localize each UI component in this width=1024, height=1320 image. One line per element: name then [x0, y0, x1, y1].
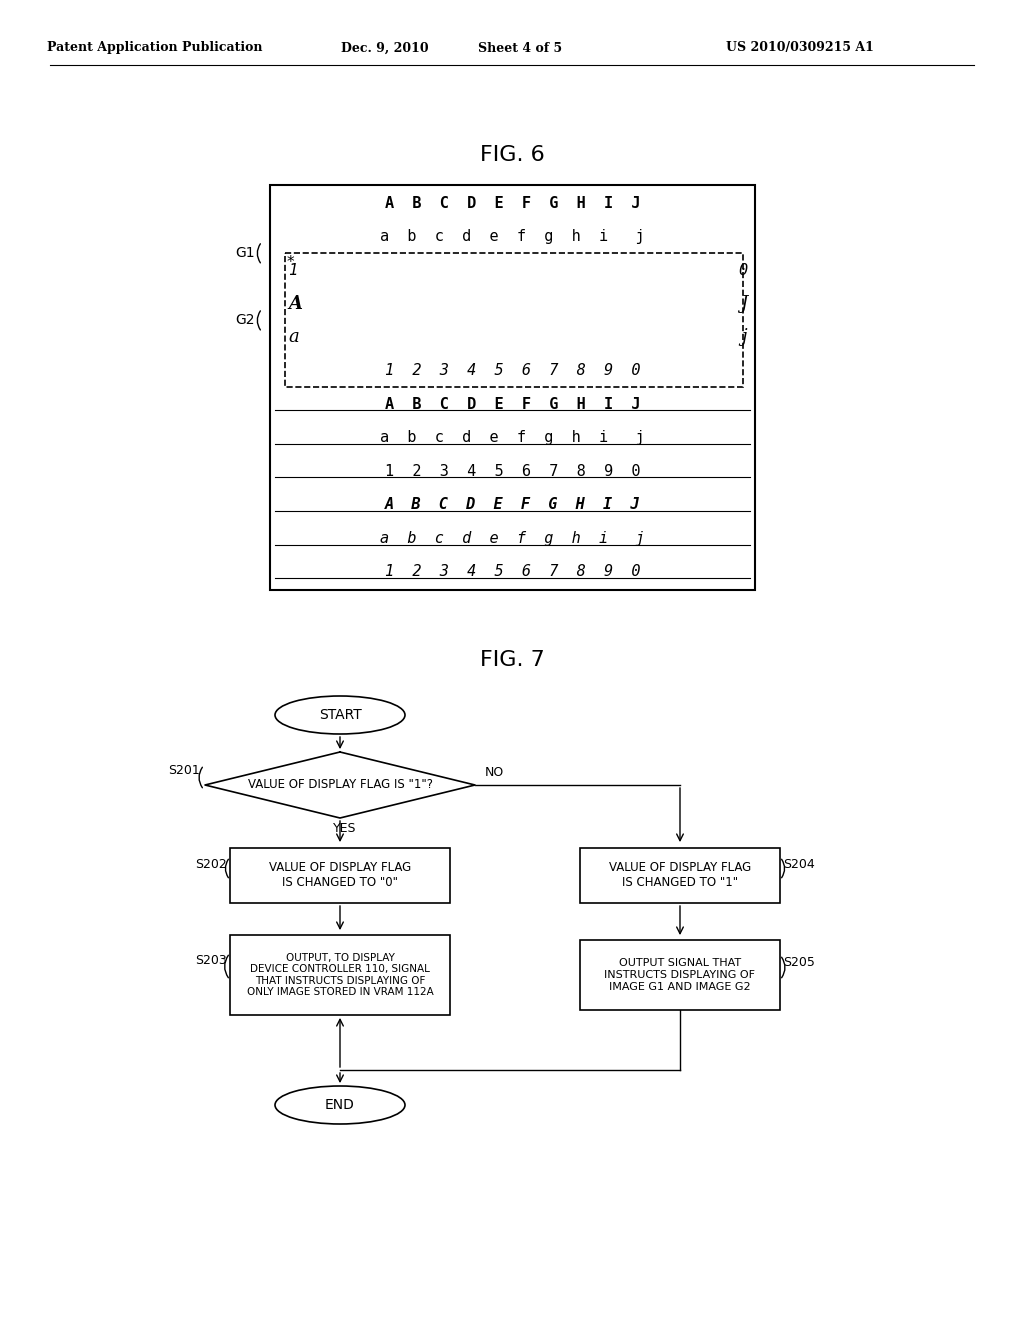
Text: 1  2  3  4  5  6  7  8  9  0: 1 2 3 4 5 6 7 8 9 0: [385, 463, 640, 479]
Text: VALUE OF DISPLAY FLAG
IS CHANGED TO "1": VALUE OF DISPLAY FLAG IS CHANGED TO "1": [609, 861, 752, 888]
Text: FIG. 7: FIG. 7: [479, 649, 545, 671]
Text: 0: 0: [738, 263, 746, 277]
Text: OUTPUT SIGNAL THAT
INSTRUCTS DISPLAYING OF
IMAGE G1 AND IMAGE G2: OUTPUT SIGNAL THAT INSTRUCTS DISPLAYING …: [604, 958, 756, 991]
Text: J: J: [739, 294, 746, 313]
Text: FIG. 6: FIG. 6: [479, 145, 545, 165]
Text: A  B  C  D  E  F  G  H  I  J: A B C D E F G H I J: [385, 397, 640, 412]
Text: A: A: [288, 294, 302, 313]
Text: S202: S202: [196, 858, 227, 871]
Bar: [230, 935, 450, 1015]
Text: Patent Application Publication: Patent Application Publication: [47, 41, 263, 54]
Text: OUTPUT, TO DISPLAY
DEVICE CONTROLLER 110, SIGNAL
THAT INSTRUCTS DISPLAYING OF
ON: OUTPUT, TO DISPLAY DEVICE CONTROLLER 110…: [247, 953, 433, 998]
Text: VALUE OF DISPLAY FLAG
IS CHANGED TO "0": VALUE OF DISPLAY FLAG IS CHANGED TO "0": [269, 861, 411, 888]
Text: Dec. 9, 2010: Dec. 9, 2010: [341, 41, 429, 54]
Text: a: a: [288, 329, 299, 346]
Bar: [270, 185, 755, 590]
Text: Sheet 4 of 5: Sheet 4 of 5: [478, 41, 562, 54]
Text: a  b  c  d  e  f  g  h  i   j: a b c d e f g h i j: [380, 430, 645, 445]
Text: START: START: [318, 708, 361, 722]
Text: G1: G1: [236, 247, 255, 260]
Text: *: *: [287, 255, 295, 271]
Polygon shape: [205, 752, 475, 818]
Text: S201: S201: [168, 763, 200, 776]
Text: YES: YES: [333, 821, 356, 834]
Text: S204: S204: [783, 858, 815, 871]
Text: a  b  c  d  e  f  g  h  i   j: a b c d e f g h i j: [380, 531, 645, 546]
Bar: [230, 847, 450, 903]
Text: a  b  c  d  e  f  g  h  i   j: a b c d e f g h i j: [380, 230, 645, 244]
Text: A  B  C  D  E  F  G  H  I  J: A B C D E F G H I J: [385, 498, 640, 512]
Text: 1: 1: [288, 263, 297, 277]
Text: A  B  C  D  E  F  G  H  I  J: A B C D E F G H I J: [385, 195, 640, 210]
Text: G2: G2: [236, 313, 255, 327]
Text: 1  2  3  4  5  6  7  8  9  0: 1 2 3 4 5 6 7 8 9 0: [385, 565, 640, 579]
Ellipse shape: [275, 1086, 406, 1125]
Text: S205: S205: [783, 957, 815, 969]
Bar: [580, 940, 780, 1010]
Text: END: END: [325, 1098, 355, 1111]
Text: NO: NO: [485, 767, 504, 780]
Bar: [285, 253, 743, 388]
Text: VALUE OF DISPLAY FLAG IS "1"?: VALUE OF DISPLAY FLAG IS "1"?: [248, 779, 432, 792]
Bar: [580, 847, 780, 903]
Ellipse shape: [275, 696, 406, 734]
Text: S203: S203: [196, 953, 227, 966]
Text: 1  2  3  4  5  6  7  8  9  0: 1 2 3 4 5 6 7 8 9 0: [385, 363, 640, 379]
Text: US 2010/0309215 A1: US 2010/0309215 A1: [726, 41, 873, 54]
Text: j: j: [741, 329, 746, 346]
